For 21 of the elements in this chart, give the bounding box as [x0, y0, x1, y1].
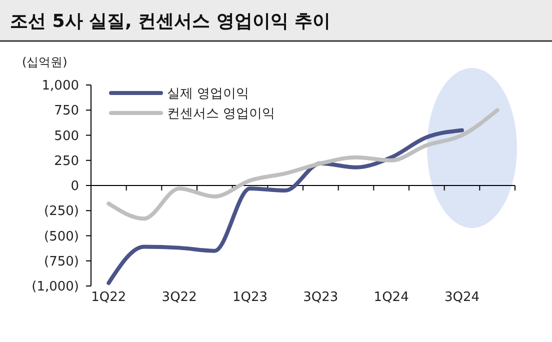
y-tick-label: (750) — [44, 254, 79, 270]
line-series — [106, 128, 464, 285]
y-tick-label: 750 — [54, 104, 79, 119]
y-tick-label: (250) — [44, 204, 79, 220]
y-axis-title: (십억원) — [22, 55, 68, 69]
legend-label: 실제 영업이익 — [167, 86, 250, 102]
x-tick-label: 1Q24 — [374, 290, 409, 305]
y-tick-label: (500) — [44, 229, 79, 244]
x-tick-label: 3Q22 — [162, 290, 197, 305]
y-tick-label: 500 — [54, 128, 79, 144]
y-tick-label: (1,000) — [32, 280, 79, 295]
y-tick-label: 0 — [70, 179, 79, 194]
y-tick-label: 250 — [54, 154, 79, 169]
line-series — [106, 108, 500, 221]
x-tick-label: 1Q22 — [91, 290, 126, 305]
legend-label: 컨센서스 영업이익 — [167, 106, 276, 122]
x-tick-label: 3Q23 — [303, 290, 338, 305]
x-tick-label: 1Q23 — [232, 290, 268, 305]
chart-title: 조선 5사 실질, 컨센서스 영업이익 추이 — [10, 11, 331, 32]
y-tick-label: 1,000 — [42, 78, 79, 94]
x-tick-label: 3Q24 — [444, 290, 480, 305]
